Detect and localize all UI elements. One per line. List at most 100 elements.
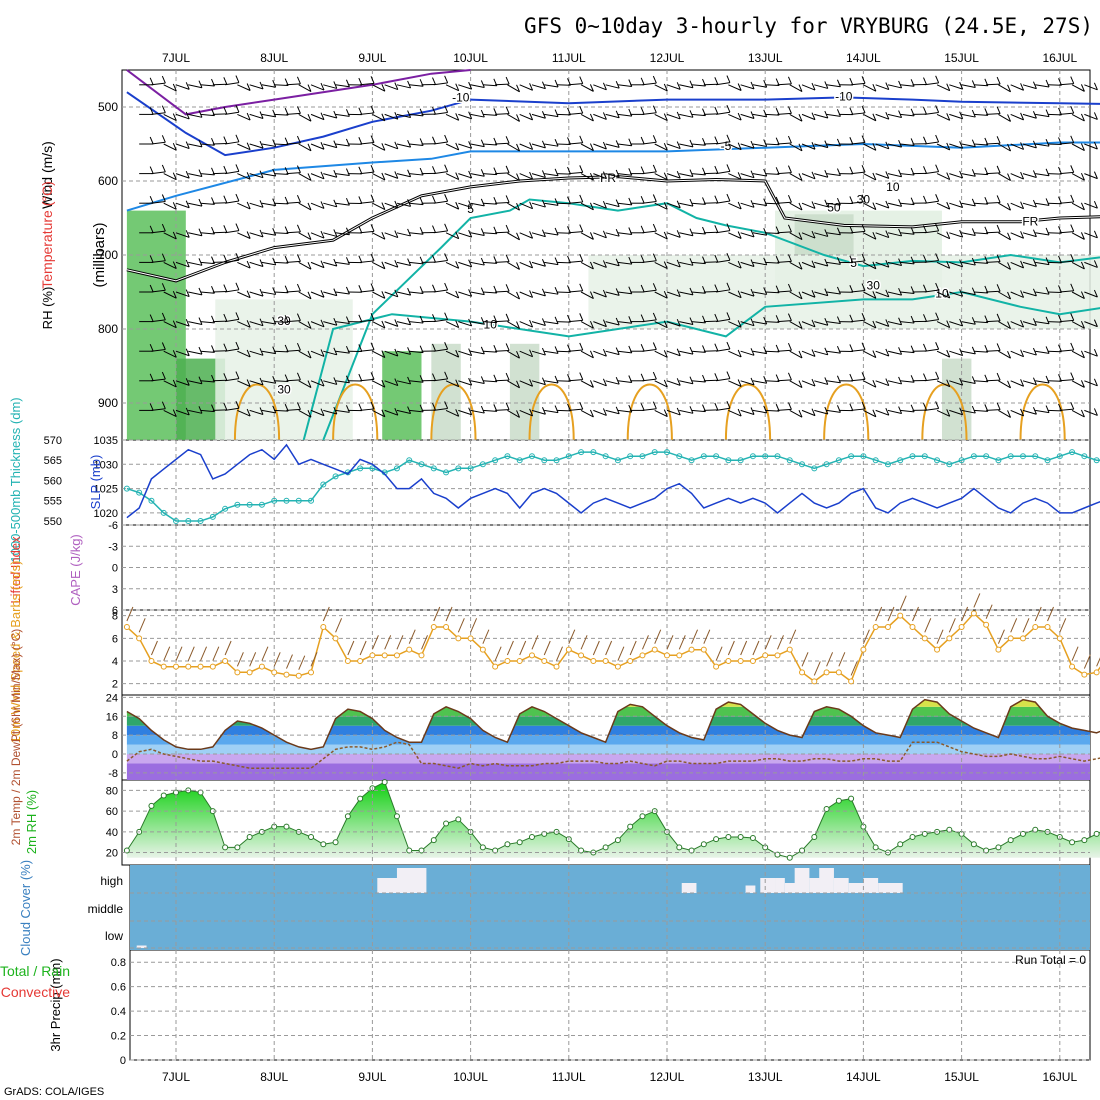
wind-barb-staff — [691, 380, 706, 383]
wind-barb-feather — [223, 284, 228, 292]
wind-barb-staff — [949, 232, 963, 238]
wind-barb-staff — [458, 409, 472, 416]
wind-barb-feather — [333, 110, 338, 119]
wind-barb-staff — [936, 84, 950, 92]
wind-barb — [568, 629, 576, 644]
wind-barb-staff — [986, 142, 1001, 145]
thickness-point — [700, 453, 707, 460]
wind-barb-staff — [1071, 321, 1085, 329]
wind-barb-feather — [223, 195, 228, 203]
wind-barb-staff — [225, 170, 240, 175]
wind-barb-staff — [716, 111, 731, 115]
wind-barb-staff — [151, 260, 166, 263]
wind-axis-label: Wind (m/s) — [39, 141, 55, 209]
wind-barb-staff — [716, 318, 731, 323]
wind-barb-feather — [235, 193, 240, 202]
wind-barb-feather — [1032, 229, 1037, 237]
wind-barb-feather — [811, 82, 816, 91]
temp-color-band — [126, 706, 1090, 717]
rh-point — [123, 847, 130, 854]
wind-barb-staff — [470, 291, 485, 296]
wind-barb-staff — [310, 291, 325, 298]
wind-barb-feather — [763, 139, 768, 147]
wind-barb-feather — [172, 172, 177, 180]
thickness-point — [762, 453, 769, 460]
wind-barb-feather — [996, 224, 1001, 233]
wind-barb-staff — [863, 350, 877, 359]
wind-barb-staff — [310, 202, 325, 209]
wind-barb-staff — [310, 321, 325, 328]
wind-barb-staff — [310, 232, 325, 239]
wind-barb-staff — [261, 173, 276, 177]
wind-barb-feather — [246, 172, 251, 180]
wind-barb-staff — [1010, 113, 1024, 121]
wind-barb-feather — [652, 75, 657, 84]
wind-barb-staff — [740, 84, 755, 90]
wind-speed-point — [651, 646, 658, 653]
wind-barb-staff — [482, 113, 497, 116]
wind-barb-feather — [811, 260, 816, 268]
wind-barb-staff — [544, 321, 559, 325]
wind-barb-staff — [237, 350, 251, 358]
wind-barb-staff — [482, 409, 497, 412]
wind-barb-feather — [872, 172, 877, 181]
wind-speed-point — [590, 658, 597, 664]
wind-barb-feather — [824, 318, 829, 326]
wind-barb-staff — [605, 232, 620, 237]
wind-barb-staff — [1022, 143, 1037, 149]
isotherm-line — [126, 91, 1100, 157]
rh-point — [393, 813, 400, 820]
wind-barb-staff — [274, 321, 289, 323]
wind-barb-staff — [175, 232, 190, 238]
wind-barb — [912, 606, 919, 622]
wind-barb-staff — [593, 202, 607, 209]
wind-barb-feather — [849, 225, 854, 234]
wind-barb-feather — [602, 112, 607, 120]
wind-barb-staff — [654, 173, 668, 181]
thickness-point — [578, 449, 585, 456]
wind-barb-staff — [188, 291, 203, 296]
wind-barb-feather — [432, 195, 436, 204]
wind-barb-staff — [200, 143, 215, 146]
wind-barb-staff — [789, 113, 803, 122]
wind-barb-feather — [541, 199, 546, 208]
wind-barb-staff — [188, 350, 203, 355]
wind-speed-point — [799, 669, 806, 676]
wind-barb-staff — [1035, 113, 1050, 118]
rh-point — [344, 813, 351, 820]
wind-barb-feather — [996, 254, 1001, 262]
wind-barb-feather — [763, 228, 768, 236]
wind-barb-feather — [676, 289, 681, 297]
wind-barb-staff — [580, 321, 594, 329]
rh-shaded-area — [431, 343, 461, 440]
wind-tick-label: 4 — [112, 656, 118, 668]
wind-barb-staff — [580, 173, 594, 181]
wind-barb-feather — [763, 376, 768, 384]
wind-barb-feather — [505, 195, 510, 203]
wind-barb-feather — [663, 261, 668, 269]
wind-barb-staff — [360, 290, 375, 293]
wind-barb-feather — [296, 106, 301, 114]
wind-speed-point — [492, 663, 499, 670]
wind-barb-feather — [333, 347, 338, 356]
wind-barb-feather — [849, 166, 854, 175]
wind-barb-staff — [973, 202, 988, 205]
wind-barb — [678, 635, 686, 650]
wind-barb-staff — [531, 261, 546, 267]
wind-barb-staff — [580, 380, 594, 388]
wind-barb-feather — [861, 372, 866, 380]
wind-barb-staff — [225, 259, 240, 263]
wind-barb-feather — [861, 76, 866, 84]
wind-barb-feather — [1058, 137, 1062, 145]
wind-speed-point — [1032, 624, 1039, 630]
wind-barb-staff — [335, 202, 350, 206]
wind-barb-feather — [370, 312, 375, 321]
wind-barb-feather — [602, 141, 607, 150]
wind-barb-staff — [274, 143, 289, 146]
wind-barb-feather — [787, 313, 792, 321]
wind-barb-staff — [274, 261, 289, 264]
wind-barb-feather — [394, 230, 399, 238]
wind-barb-feather — [971, 228, 976, 236]
wind-barb-staff — [372, 409, 386, 418]
wind-barb-feather — [935, 105, 940, 113]
